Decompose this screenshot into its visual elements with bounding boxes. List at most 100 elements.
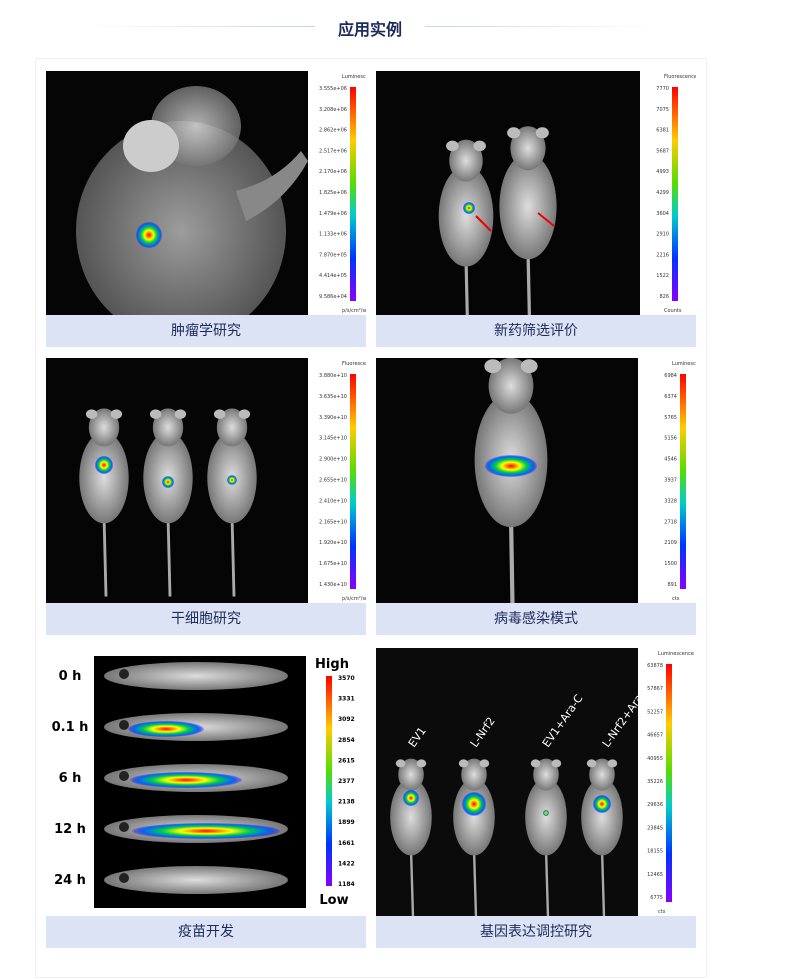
mouse-ear xyxy=(174,409,187,419)
mouse-body xyxy=(390,778,432,856)
signal xyxy=(136,222,162,248)
mouse-ear xyxy=(238,409,251,419)
time-label: 24 h xyxy=(54,873,86,888)
signal xyxy=(593,795,611,813)
color-bar xyxy=(666,664,672,902)
mouse-body xyxy=(525,778,567,856)
color-bar xyxy=(350,87,356,301)
card: Luminescence 6984 6374 5765 5156 4546 3937 3328… xyxy=(376,358,696,635)
scale-label: 3.555e+06 xyxy=(319,86,347,92)
mouse-head xyxy=(589,758,615,791)
scale-label: 9.586e+04 xyxy=(319,294,347,300)
mouse-ear xyxy=(213,409,226,419)
scale-title: Fluorescence xyxy=(342,361,366,367)
scale-label: 2.165e+10 xyxy=(319,519,347,525)
scale-title: Luminescence xyxy=(342,74,366,80)
scale-label: 826 xyxy=(659,294,669,300)
scale-label: 3570 xyxy=(338,675,355,682)
mouse-ear xyxy=(530,759,541,768)
scale-label: 1.675e+10 xyxy=(319,561,347,567)
mouse-ear xyxy=(110,409,123,419)
mouse-ear xyxy=(607,759,618,768)
rule xyxy=(425,26,655,27)
image: Luminescence 3.555e+06 3.208e+06 2.862e+06 2… xyxy=(46,71,366,315)
scale-label: 3.208e+06 xyxy=(319,107,347,113)
mouse-tail xyxy=(464,258,469,315)
scale-label: 3937 xyxy=(664,478,677,484)
signal xyxy=(485,455,537,477)
scale-label: 3.880e+10 xyxy=(319,373,347,379)
arrow xyxy=(537,212,555,227)
scale-label: 3092 xyxy=(338,716,355,723)
card: Luminescence 3.555e+06 3.208e+06 2.862e+06 2… xyxy=(46,71,366,347)
scale-title: Fluorescence xyxy=(664,74,696,80)
mouse-ear xyxy=(473,140,486,152)
scale-label: 1661 xyxy=(338,840,355,847)
scale-label: 3.390e+10 xyxy=(319,415,347,421)
color-bar xyxy=(672,87,678,301)
signal xyxy=(403,790,419,806)
caption: 病毒感染模式 xyxy=(376,603,696,635)
scale-unit: p/s/cm²/sr (µW/cm²) xyxy=(342,596,366,602)
caption: 肿瘤学研究 xyxy=(46,315,366,347)
mouse-ear xyxy=(484,359,502,374)
scale-label: 3.635e+10 xyxy=(319,394,347,400)
mouse-ear xyxy=(520,359,538,374)
card: Fluorescence 7770 7075 6381 5687 4993 4299 3604… xyxy=(376,71,696,347)
fish-eye xyxy=(119,771,129,781)
mouse-ear xyxy=(446,140,459,152)
scale-label: 1.430e+10 xyxy=(319,582,347,588)
caption: 基因表达调控研究 xyxy=(376,916,696,948)
mouse-head xyxy=(398,758,424,791)
scale-label: 2.517e+06 xyxy=(319,148,347,154)
section-title: 应用实例 xyxy=(337,20,402,39)
scale-label: 3331 xyxy=(338,696,355,703)
scale-label: 2.410e+10 xyxy=(319,498,347,504)
scale-label: 46657 xyxy=(647,733,663,739)
scale-label: 4299 xyxy=(656,190,669,196)
signal xyxy=(463,202,475,214)
fish xyxy=(104,866,288,894)
scale-label: 23845 xyxy=(647,825,663,831)
scale-label: 1.479e+06 xyxy=(319,211,347,217)
mouse-tail xyxy=(230,515,236,597)
scale-label: 7770 xyxy=(656,86,669,92)
mouse-tail xyxy=(508,515,515,603)
mouse-tail xyxy=(166,515,172,597)
mouse-body xyxy=(581,778,623,856)
arm xyxy=(236,151,308,221)
signal xyxy=(162,476,174,488)
rule xyxy=(85,26,315,27)
scale-label: 2.900e+10 xyxy=(319,457,347,463)
mouse-ear xyxy=(535,127,549,139)
scale-label: 2854 xyxy=(338,737,355,744)
scale-label: 57867 xyxy=(647,686,663,692)
mouse-ear xyxy=(149,409,162,419)
scale-unit: Counts xyxy=(664,308,682,314)
scale-title: Luminescence xyxy=(672,361,696,367)
mouse-ear xyxy=(507,127,521,139)
mouse-head xyxy=(88,408,120,447)
signal xyxy=(128,721,204,737)
fish xyxy=(104,662,288,690)
scale-label: 891 xyxy=(667,582,677,588)
scale-label: 4546 xyxy=(664,457,677,463)
time-label: 12 h xyxy=(54,822,86,837)
scale-label: 3328 xyxy=(664,498,677,504)
scale-label: 6374 xyxy=(664,394,677,400)
mouse-ear xyxy=(479,759,490,768)
caption: 干细胞研究 xyxy=(46,603,366,635)
scale-label: 2216 xyxy=(656,252,669,258)
mouse-tail xyxy=(409,848,415,916)
scale-label: 1500 xyxy=(664,561,677,567)
mouse-head xyxy=(461,758,487,791)
signal xyxy=(95,456,113,474)
caption: 疫苗开发 xyxy=(46,916,366,948)
scale-label: 5156 xyxy=(664,436,677,442)
mouse-head xyxy=(449,139,483,182)
mouse-body xyxy=(453,778,495,856)
time-label: 0 h xyxy=(59,669,82,684)
image: Fluorescence 3.880e+10 3.635e+10 3.390e+10 3… xyxy=(46,358,366,603)
color-bar xyxy=(680,374,686,589)
